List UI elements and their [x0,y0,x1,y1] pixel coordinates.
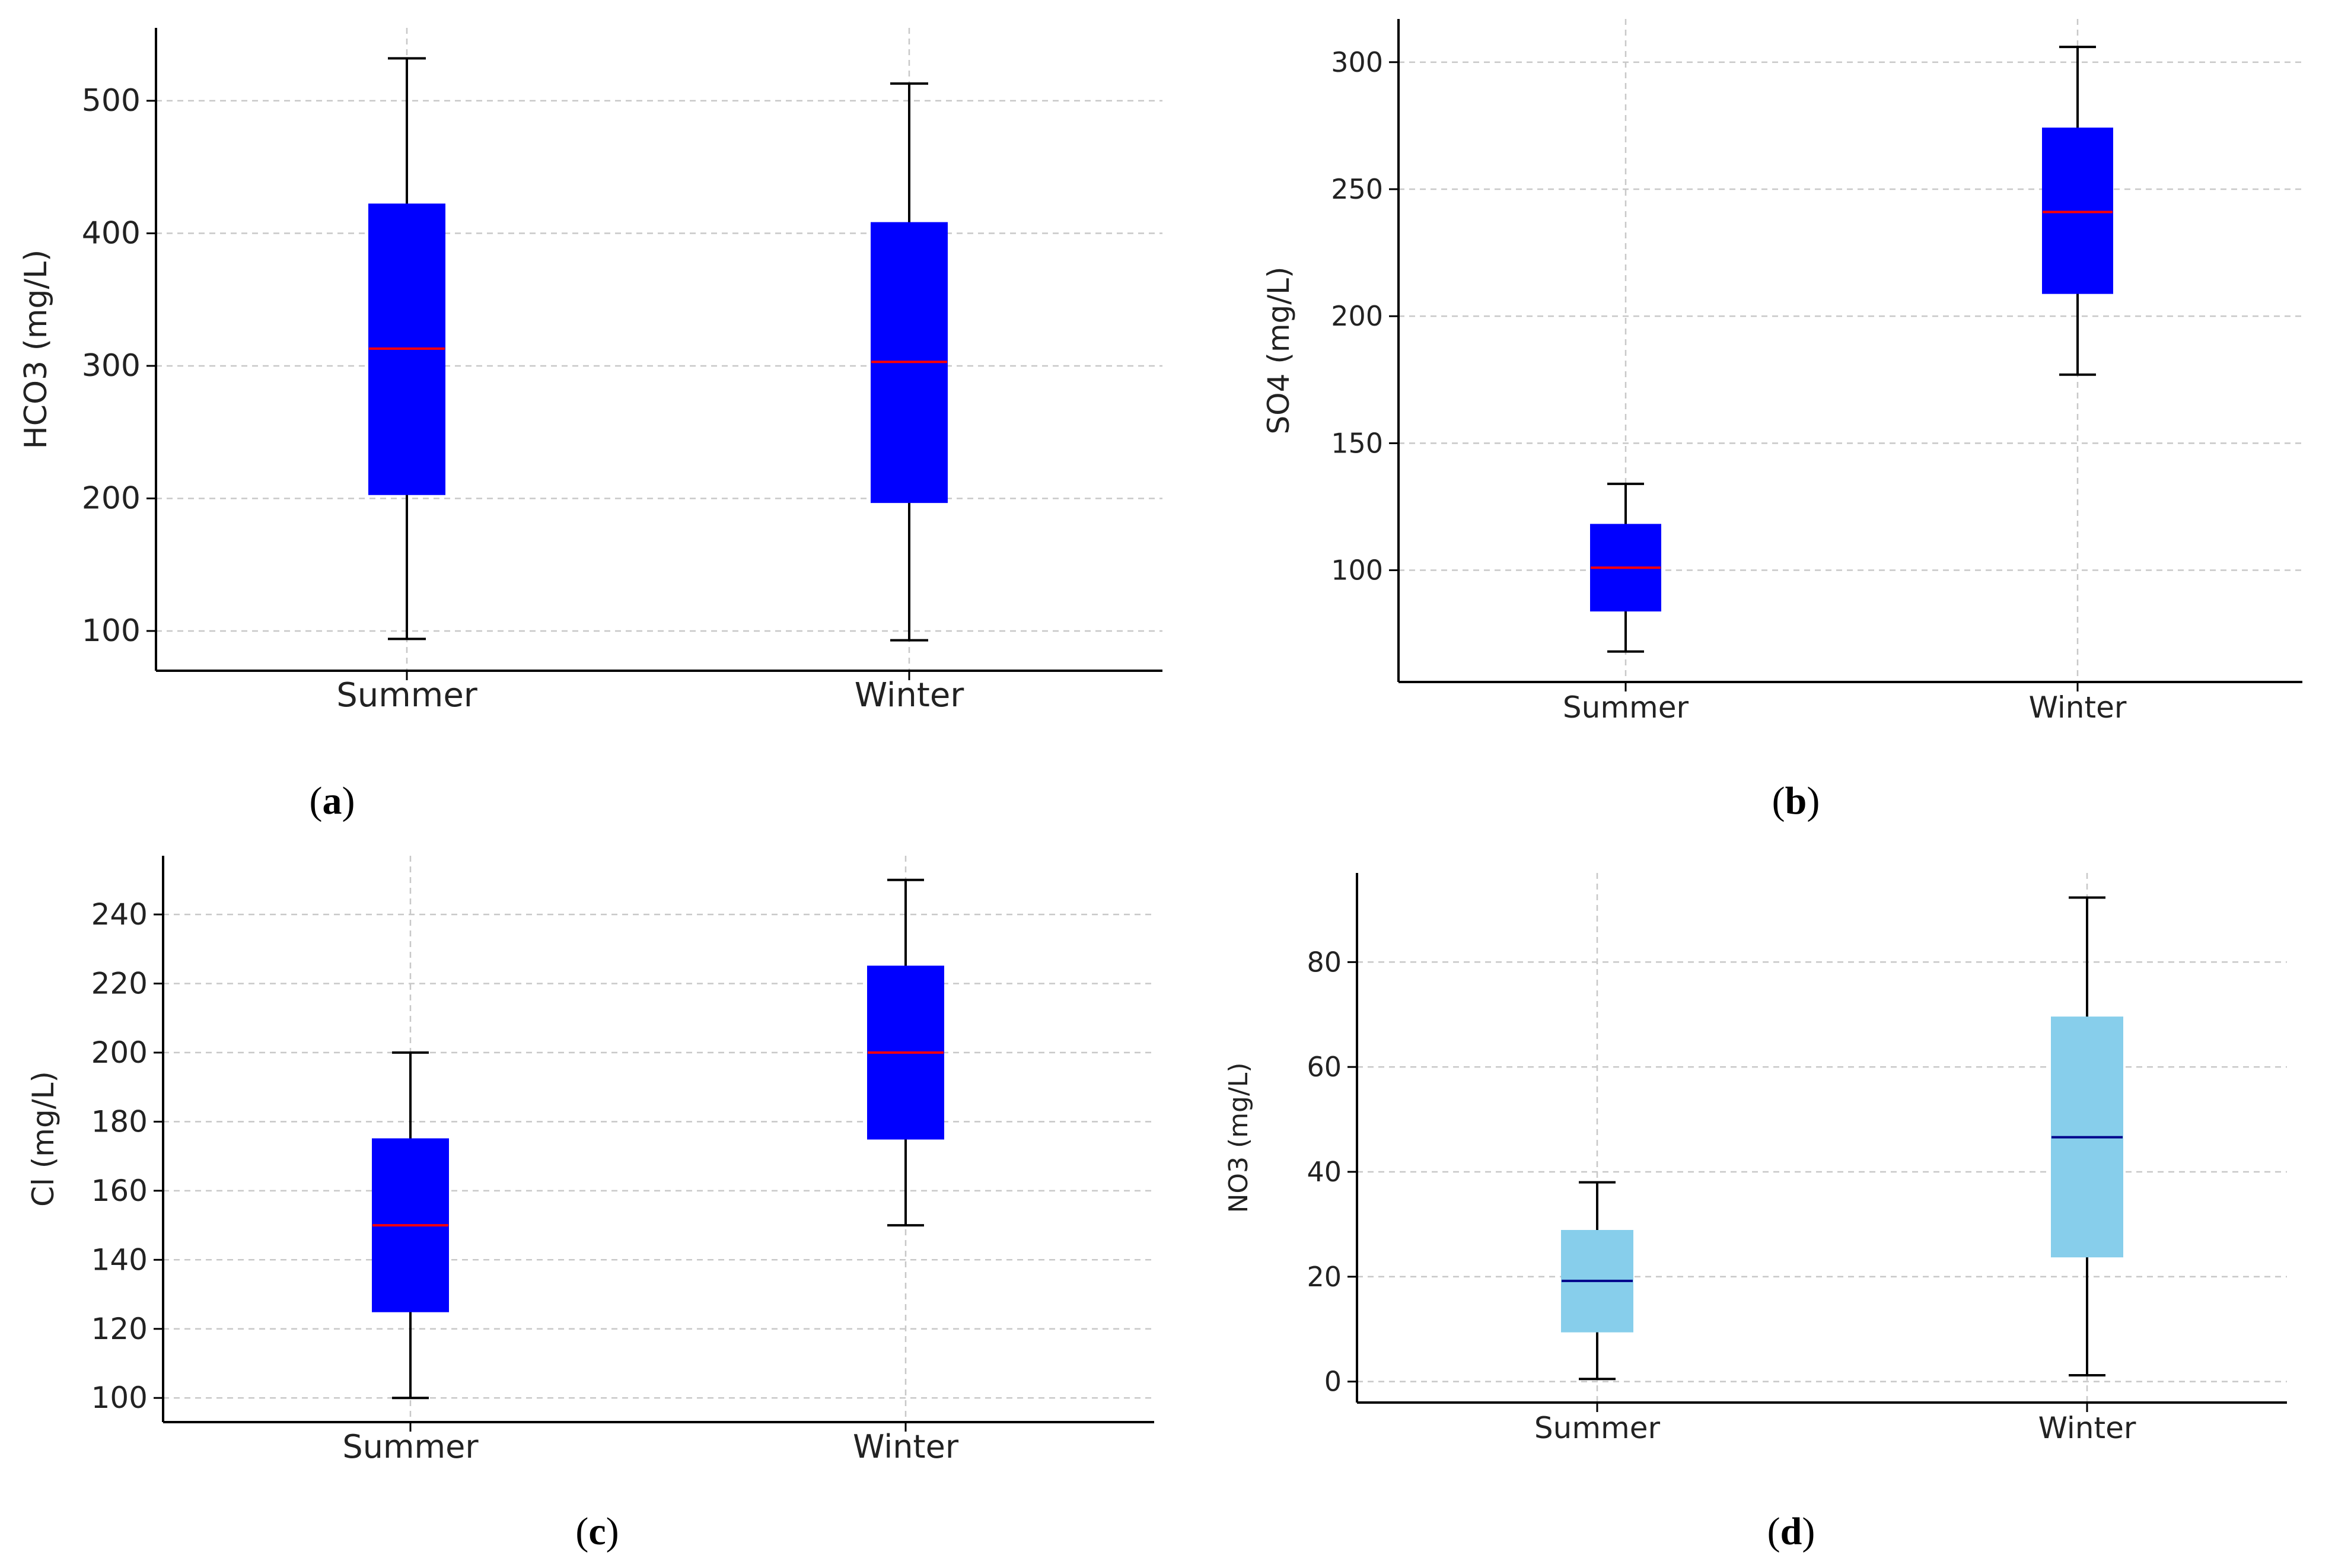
x-tick-label: Summer [342,1428,479,1465]
y-axis-label: SO4 (mg/L) [1261,267,1296,435]
chart-panel-d: 0 20 40 60 80 Summer Winter NO3 (mg/L) (d) [1224,873,2287,1553]
box-iqr [2042,128,2113,294]
y-tick-label: 220 [91,966,148,1000]
box-summer [1590,482,1661,653]
caption-paren-close: ) [1802,1510,1815,1553]
x-tick-label: Winter [2038,1411,2136,1445]
caption-paren-close: ) [1807,779,1820,823]
y-tick-label: 100 [1331,554,1383,587]
y-tick-label: 150 [1331,427,1383,459]
chart-panel-c: 100 120 140 160 180 200 220 240 Summer Winter Cl (… [26,856,1154,1553]
y-tick-label: 40 [1307,1156,1342,1188]
y-axis-label: Cl (mg/L) [26,1071,60,1207]
caption-paren-open: ( [1772,779,1785,823]
y-tick-label: 140 [91,1242,148,1277]
chart-panel-b: 100 150 200 250 300 Summer Winter SO4 (mg/L) (b) [1261,19,2302,823]
y-tick-label: 100 [82,613,141,649]
y-tick-label: 250 [1331,173,1383,205]
y-tick-label: 180 [91,1104,148,1139]
x-tick-label: Summer [1534,1411,1661,1445]
chart-panel-a: 100 200 300 400 500 Summer Winter HCO3 (mg/L) (a… [18,28,1162,823]
panel-caption: (a) [310,779,355,823]
box-winter [2051,896,2123,1377]
caption-letter: b [1785,779,1807,823]
panel-caption: (d) [1767,1510,1815,1553]
y-axis-label: NO3 (mg/L) [1224,1063,1254,1213]
y-tick-label: 60 [1307,1051,1342,1083]
y-tick-label: 20 [1307,1261,1342,1293]
y-tick-label: 200 [91,1035,148,1070]
caption-letter: c [588,1510,606,1553]
y-tick-label: 160 [91,1174,148,1208]
y-tick-label: 240 [91,897,148,932]
box-winter [867,878,944,1227]
x-tick-label: Summer [1563,690,1689,725]
caption-paren-close: ) [606,1510,619,1553]
y-tick-label: 80 [1307,946,1342,978]
caption-paren-open: ( [575,1510,588,1553]
box-winter [871,82,948,642]
y-tick-label: 100 [91,1381,148,1415]
y-tick-label: 400 [82,215,141,251]
x-tick-label: Winter [853,1428,959,1465]
box-summer [1561,1181,1633,1381]
box-summer [368,57,445,640]
panel-caption: (b) [1772,779,1820,823]
y-axis-label: HCO3 (mg/L) [18,250,54,450]
y-tick-label: 500 [82,83,141,119]
y-tick-label: 0 [1324,1366,1342,1398]
caption-paren-open: ( [1767,1510,1780,1553]
panel-caption: (c) [575,1510,619,1553]
caption-paren-open: ( [310,779,323,823]
y-tick-label: 300 [82,348,141,384]
y-tick-label: 200 [82,480,141,516]
y-tick-label: 200 [1331,300,1383,332]
y-tick-label: 120 [91,1312,148,1346]
y-tick-label: 300 [1331,46,1383,78]
x-tick-label: Winter [855,676,965,715]
x-tick-label: Summer [336,676,478,715]
box-summer [372,1051,449,1400]
caption-letter: d [1780,1510,1802,1553]
x-tick-label: Winter [2029,690,2127,725]
caption-letter: a [323,779,342,823]
box-winter [2042,46,2113,376]
caption-paren-close: ) [342,779,355,823]
